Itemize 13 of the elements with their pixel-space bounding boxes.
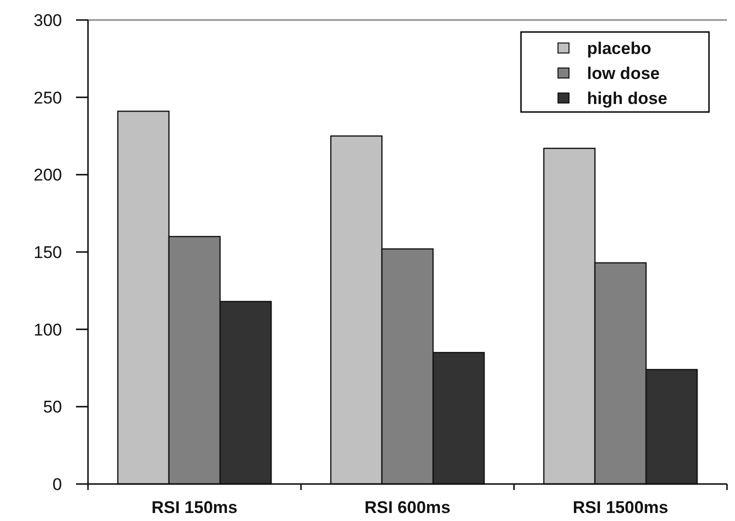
y-tick-label: 200 xyxy=(34,166,62,185)
legend-label: high dose xyxy=(587,88,668,108)
x-tick-label: RSI 1500ms xyxy=(572,498,668,517)
y-tick-label: 250 xyxy=(34,88,62,108)
y-tick-label: 50 xyxy=(43,398,62,417)
x-tick-label: RSI 150ms xyxy=(152,498,238,517)
y-tick-label: 300 xyxy=(34,10,62,30)
y-tick-label: 0 xyxy=(52,474,62,494)
x-tick-label: RSI 600ms xyxy=(364,498,450,517)
legend-label: low dose xyxy=(587,64,660,83)
legend-label: placebo xyxy=(587,38,652,58)
y-tick-label: 150 xyxy=(34,242,62,262)
y-tick-label: 100 xyxy=(34,320,62,340)
